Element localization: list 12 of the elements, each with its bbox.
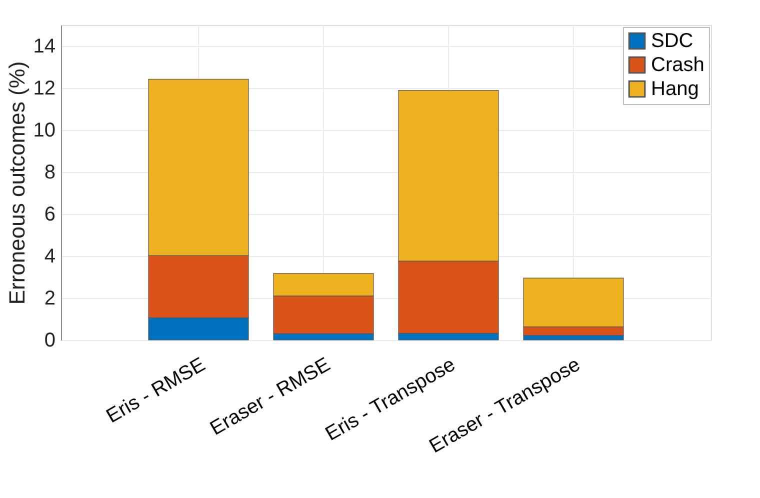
y-tick-label: 14 [33,36,56,58]
y-tick-label: 8 [44,162,56,184]
y-tick-label: 12 [33,78,56,100]
y-axis-title: Erroneous outcomes (%) [4,61,30,305]
y-tick-label: 6 [44,204,56,226]
legend-label: Hang [651,78,699,100]
y-tick-label: 2 [44,288,56,310]
y-tick-label: 10 [33,120,56,142]
y-tick-label: 0 [44,330,56,352]
y-tick-label: 4 [44,246,56,268]
legend-label: Crash [651,54,704,76]
legend-label: SDC [651,30,694,52]
